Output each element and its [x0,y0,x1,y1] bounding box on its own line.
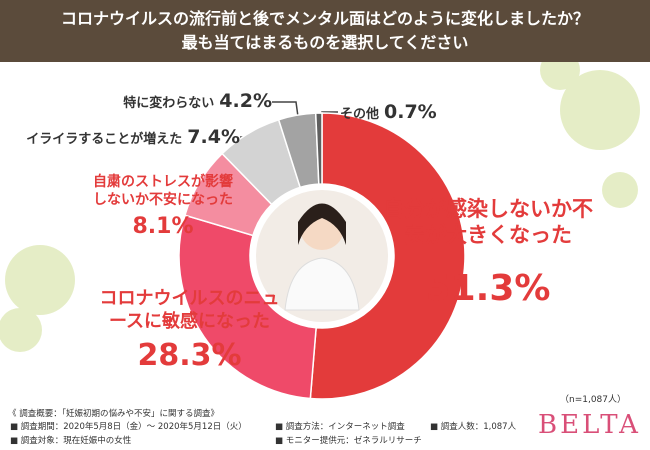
footer-text: 調査期間：2020年5月8日（金）～ 2020年5月12日（火） [20,422,247,432]
donut-slice [309,112,466,400]
value-label: 7.4% [187,126,240,148]
footer-item: ■ 調査人数：1,087人 [430,422,517,432]
title-line: コロナウイルスの流行前と後でメンタル面はどのように変化しましたか？ [60,9,589,28]
footer-text: 調査人数：1,087人 [440,422,517,432]
footer-text: モニター提供元：ゼネラルリサーチ [285,436,422,446]
sample-note: （n=1,087人） [560,395,627,405]
category-label: その他 [340,107,380,122]
category-label: 特に変わらない [123,96,215,111]
header: コロナウイルスの流行前と後でメンタル面はどのように変化しましたか？ 最も当てはま… [0,0,650,62]
category-label: 自分が感染しないか不安が大きくなった [383,197,593,248]
footer-item: ■ 調査対象：現在妊娠中の女性 [10,436,132,446]
value-label: 8.1% [132,214,194,239]
brand: BELTA [538,410,641,440]
slice-label: その他 0.7% [340,101,460,123]
donut-slice [178,214,317,400]
footer-heading: 《 調査概要：「妊娠初期の悩みや不安」に関する調査》 [8,409,219,419]
footer-text: 調査対象：現在妊娠中の女性 [20,436,132,446]
footer-item: ■ 調査期間：2020年5月8日（金）～ 2020年5月12日（火） [10,422,247,432]
slice-label: イライラすることが増えた 7.4% [8,126,240,148]
footer-text: 調査方法：インターネット調査 [285,422,405,432]
category-label: 自粛のストレスが影響しないか不安になった [93,174,233,208]
title-line: 最も当てはまるものを選択してください [181,33,469,52]
value-label: 51.3% [425,268,551,309]
value-label: 4.2% [219,90,272,112]
value-label: 28.3% [137,338,242,373]
donut-slice [314,112,323,185]
footer-item: ■ 調査方法：インターネット調査 [275,422,405,432]
footer-item: ■ モニター提供元：ゼネラルリサーチ [275,436,422,446]
value-label: 0.7% [384,101,437,123]
category-label: コロナウイルスのニュースに敏感になった [99,288,280,332]
category-label: イライラすることが増えた [26,132,183,147]
slice-label: 特に変わらない 4.2% [40,90,272,112]
